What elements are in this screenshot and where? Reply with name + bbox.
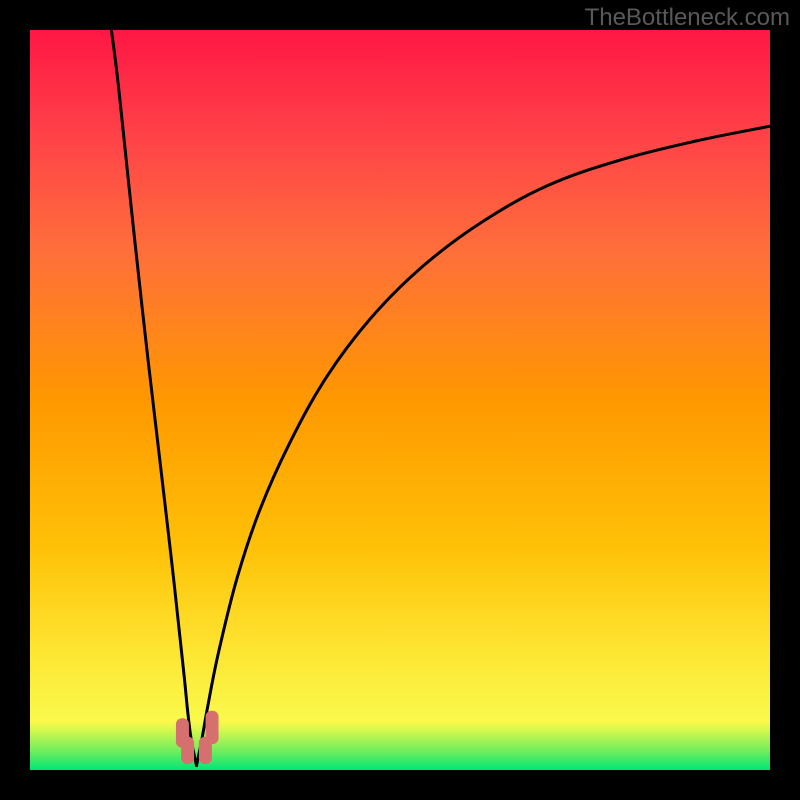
bottleneck-marker xyxy=(181,737,194,764)
plot-background xyxy=(30,30,770,770)
watermark-text: TheBottleneck.com xyxy=(585,4,790,32)
bottleneck-marker xyxy=(206,711,219,744)
bottleneck-chart xyxy=(0,0,800,800)
